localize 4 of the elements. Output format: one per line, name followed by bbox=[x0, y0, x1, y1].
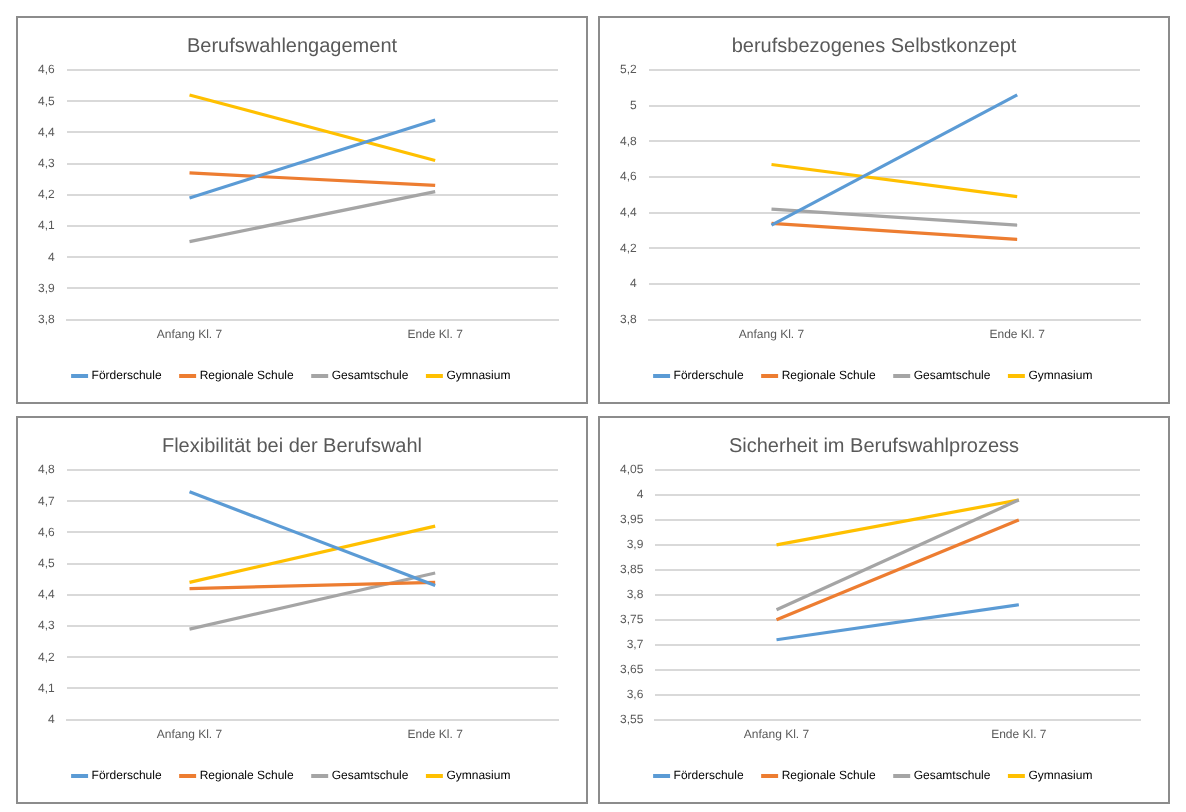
chart-title: Sicherheit im Berufswahlprozess bbox=[728, 435, 1020, 458]
chart-title: Berufswahlengagement bbox=[186, 35, 398, 58]
chart-title: berufsbezogenes Selbstkonzept bbox=[731, 35, 1017, 58]
chart-title: Flexibilität bei der Berufswahl bbox=[161, 435, 423, 458]
